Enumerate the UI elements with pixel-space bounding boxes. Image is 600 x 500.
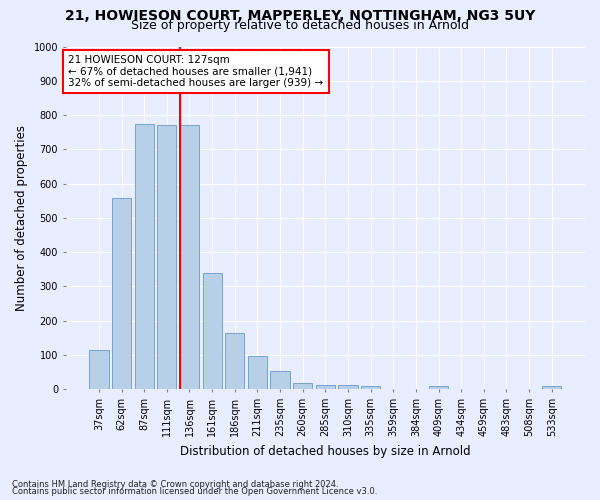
- Bar: [180, 126, 199, 389]
- Bar: [112, 198, 131, 389]
- Bar: [338, 384, 358, 389]
- Text: 21, HOWIESON COURT, MAPPERLEY, NOTTINGHAM, NG3 5UY: 21, HOWIESON COURT, MAPPERLEY, NOTTINGHA…: [65, 9, 535, 23]
- Y-axis label: Number of detached properties: Number of detached properties: [15, 125, 28, 311]
- Bar: [429, 386, 448, 389]
- Bar: [316, 384, 335, 389]
- Bar: [89, 350, 109, 389]
- Text: Contains HM Land Registry data © Crown copyright and database right 2024.: Contains HM Land Registry data © Crown c…: [12, 480, 338, 489]
- Bar: [293, 383, 313, 389]
- Text: Contains public sector information licensed under the Open Government Licence v3: Contains public sector information licen…: [12, 487, 377, 496]
- Bar: [271, 370, 290, 389]
- Bar: [248, 356, 267, 389]
- Bar: [134, 124, 154, 389]
- Text: 21 HOWIESON COURT: 127sqm
← 67% of detached houses are smaller (1,941)
32% of se: 21 HOWIESON COURT: 127sqm ← 67% of detac…: [68, 55, 323, 88]
- Bar: [542, 386, 562, 389]
- Bar: [361, 386, 380, 389]
- Bar: [225, 334, 244, 389]
- X-axis label: Distribution of detached houses by size in Arnold: Distribution of detached houses by size …: [180, 444, 470, 458]
- Bar: [203, 272, 222, 389]
- Text: Size of property relative to detached houses in Arnold: Size of property relative to detached ho…: [131, 19, 469, 32]
- Bar: [157, 126, 176, 389]
